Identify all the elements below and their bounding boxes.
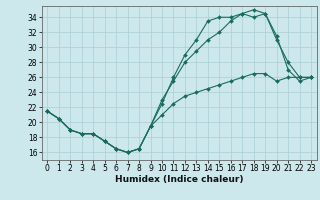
X-axis label: Humidex (Indice chaleur): Humidex (Indice chaleur) (115, 175, 244, 184)
